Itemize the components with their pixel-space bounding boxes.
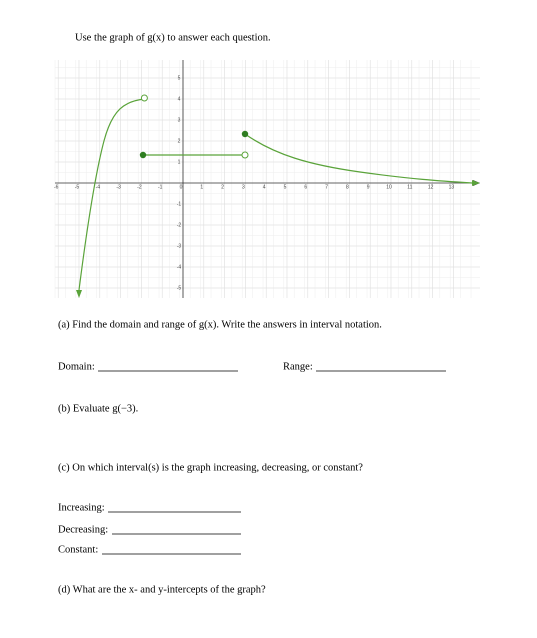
decreasing-label: Decreasing: [58,524,108,535]
open-point [140,94,148,102]
x-tick-label: 1 [200,184,203,190]
curve [78,98,145,291]
x-tick-label: -2 [137,184,142,190]
question-a: (a) Find the domain and range of g(x). W… [58,319,382,330]
y-tick-label: -4 [177,264,182,270]
closed-point [241,130,249,138]
y-tick-label: 4 [178,96,181,102]
arrow-head [76,290,82,298]
x-tick-label: -5 [75,184,80,190]
x-tick-label: -4 [96,184,101,190]
x-tick-label: 5 [284,184,287,190]
x-tick-label: -1 [158,184,163,190]
constant-label: Constant: [58,544,98,555]
graph: -6 -5 -4 -3 -2 -1 0 1 2 3 4 5 6 7 8 9 10 11 12 1354321-1-2-… [54,60,480,298]
y-tick-label: -5 [177,285,182,291]
curve [244,133,473,184]
x-tick-label: 4 [263,184,266,190]
y-tick-label: -2 [177,222,182,228]
y-tick-label: 1 [178,159,181,165]
x-tick-label: -6 [54,184,59,190]
domain-label: Domain: [58,361,95,372]
y-tick-label: 3 [178,117,181,123]
x-tick-label: 12 [428,184,434,190]
x-tick-label: 7 [325,184,328,190]
x-tick-label: 3 [242,184,245,190]
x-tick-label: 6 [304,184,307,190]
y-tick-label: -1 [177,201,182,207]
x-tick-label: 11 [407,184,412,190]
y-tick-label: 5 [178,75,181,81]
question-c: (c) On which interval(s) is the graph in… [58,462,363,473]
x-tick-label: 9 [367,184,370,190]
question-b: (b) Evaluate g(−3). [58,403,138,414]
arrow-head [472,180,480,186]
x-tick-label: 8 [346,184,349,190]
x-tick-label: 0 [180,184,183,190]
x-tick-label: -3 [116,184,121,190]
x-tick-label: 13 [449,184,455,190]
question-d: (d) What are the x- and y-intercepts of … [58,584,266,595]
open-point [241,151,249,159]
y-tick-label: -3 [177,243,182,249]
increasing-label: Increasing: [58,502,105,513]
x-tick-label: 2 [221,184,224,190]
range-label: Range: [283,361,313,372]
x-tick-label: 10 [386,184,392,190]
closed-point [139,151,147,159]
title: Use the graph of g(x) to answer each que… [75,32,271,43]
y-tick-label: 2 [178,138,181,144]
